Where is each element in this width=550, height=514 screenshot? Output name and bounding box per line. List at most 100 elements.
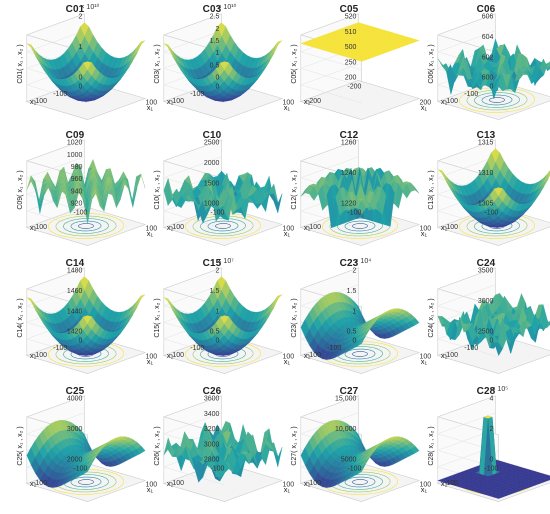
- x2-ticks: -100 -100: [444, 210, 498, 232]
- surface-patch: [269, 295, 278, 312]
- z-tick-label: 2000: [67, 457, 83, 464]
- z-tick-label: 1260: [341, 140, 357, 147]
- x1-tick-label: 100: [145, 482, 157, 489]
- contour-line: [78, 223, 94, 229]
- x1-ticks: 100: [145, 354, 157, 361]
- z-tick-label: 1460: [67, 288, 83, 295]
- contour-line: [474, 92, 520, 108]
- x2-axis-label: x₂: [304, 479, 311, 488]
- panel-c03: C03 2.5 2 1.5 1 0.5 0 × 10¹⁰ C03( x₁ , x₂ ) 0 -100…: [145, 3, 294, 130]
- x2-tick-label: -100: [210, 466, 224, 473]
- panel-title: C23: [339, 258, 359, 269]
- z-ticks: 1480 1460 1440 1420: [67, 268, 83, 336]
- contour-line: [344, 476, 376, 488]
- grid-line: [437, 429, 499, 469]
- x2-tick-label: -100: [484, 466, 498, 473]
- panel-c14: C14 1480 1460 1440 1420 C14( x₁ , x₂ ) 0 -100 -1…: [8, 258, 157, 384]
- z-tick-label: 606: [482, 14, 494, 21]
- z-tick-label: 940: [71, 188, 83, 195]
- z-ticks: 1020 1000 980 960 940 920: [67, 140, 83, 208]
- floor-contours: [185, 213, 261, 239]
- x1-axis-label: x₁: [147, 485, 154, 494]
- surface: [163, 170, 283, 224]
- z-tick-label: 1.5: [210, 288, 220, 295]
- z-tick-label: 920: [71, 201, 83, 208]
- x1-tick-label: 100: [282, 482, 294, 489]
- x2-tick-label: -100: [347, 466, 361, 473]
- surface-patch: [83, 61, 92, 71]
- x2-ticks: -100 -100: [170, 466, 224, 488]
- surface-patch: [356, 58, 367, 62]
- contour-line: [48, 213, 124, 239]
- surface-plot: 520 510 500 250 200 C05( x₁ , x₂ ) -200 -200 200…: [291, 13, 431, 120]
- contour-line: [192, 215, 254, 237]
- surface-plot: 2500 2000 1500 1000 C10( x₁ , x₂ ) -100 -100 10…: [154, 139, 294, 246]
- x2-tick-label: -100: [33, 352, 47, 359]
- panel-title: C01: [65, 4, 85, 15]
- contour-line: [466, 215, 528, 237]
- contour-line: [55, 343, 117, 365]
- x1-axis-label: x₁: [421, 357, 428, 366]
- panel-title: C13: [476, 130, 496, 141]
- x1-tick-label: 100: [419, 354, 431, 361]
- x2-tick-label: -100: [210, 210, 224, 217]
- z-tick-label: 3200: [204, 426, 220, 433]
- x1-tick-label: 100: [282, 354, 294, 361]
- x2-ticks: -100 -100: [33, 210, 87, 232]
- x2-tick-label: -100: [170, 98, 184, 105]
- z-tick-label: 0.5: [347, 329, 357, 336]
- panel-title: C10: [202, 130, 222, 141]
- surface-patch: [269, 41, 278, 58]
- x2-ticks: 0 -100 -100: [170, 338, 219, 360]
- x2-ticks: -100 -100: [444, 466, 498, 488]
- z-axis-label: C25( x₁ , x₂ ): [17, 426, 24, 465]
- z-tick-label: 2500: [478, 329, 494, 336]
- z-tick-label: 2000: [204, 160, 220, 167]
- z-axis-label: C01( x₁ , x₂ ): [17, 44, 24, 83]
- panel-title: C09: [65, 130, 85, 141]
- z-tick-label: 2: [215, 26, 219, 33]
- contour-line: [48, 341, 124, 367]
- x2-axis-label: x₂: [30, 479, 37, 488]
- floor-contours: [322, 469, 398, 495]
- x2-axis-label: x₂: [167, 97, 174, 106]
- panel-c01: C01 2 1 0 × 10¹⁰ C01( x₁ , x₂ ) 0 -100 -100 100 x₂…: [8, 3, 157, 130]
- surface: [163, 22, 283, 102]
- x2-tick-label: 0: [215, 338, 219, 345]
- x1-ticks: 100: [282, 100, 294, 107]
- x1-tick-label: 100: [282, 100, 294, 107]
- z-tick-label: 1440: [67, 308, 83, 315]
- surface-patch: [494, 187, 503, 197]
- x1-tick-label: 100: [145, 354, 157, 361]
- z-tick-label: 1305: [478, 201, 494, 208]
- z-ticks: 520 510 500 250 200: [345, 14, 357, 82]
- x2-ticks: 0 -100 -100: [33, 84, 82, 106]
- z-tick-label: 1.5: [210, 38, 220, 45]
- z-axis-label: C09( x₁ , x₂ ): [17, 170, 24, 209]
- x2-tick-label: -100: [444, 352, 458, 359]
- surface-plot: 1480 1460 1440 1420 C14( x₁ , x₂ ) 0 -100 -100 1…: [17, 267, 157, 374]
- surface-patch: [357, 200, 366, 215]
- contour-line: [185, 213, 261, 239]
- z-ticks: 4 2 0: [489, 396, 493, 464]
- x1-axis-label: x₁: [284, 357, 291, 366]
- z-tick-label: 200: [345, 75, 357, 82]
- panel-title: C03: [202, 4, 222, 15]
- z-tick-label: 1240: [341, 170, 357, 177]
- x1-axis-label: x₁: [421, 485, 428, 494]
- z-tick-label: 1310: [478, 170, 494, 177]
- contour-line: [215, 223, 231, 229]
- z-tick-label: 1000: [67, 152, 83, 159]
- x2-ticks: -200 -200: [307, 84, 361, 106]
- z-ticks: 3600 3400 3200 3000 2800: [204, 396, 220, 464]
- x2-tick-label: -100: [327, 345, 341, 352]
- z-axis-label: C23( x₁ , x₂ ): [291, 298, 298, 337]
- x2-tick-label: -100: [444, 480, 458, 487]
- z-tick-label: 510: [345, 29, 357, 36]
